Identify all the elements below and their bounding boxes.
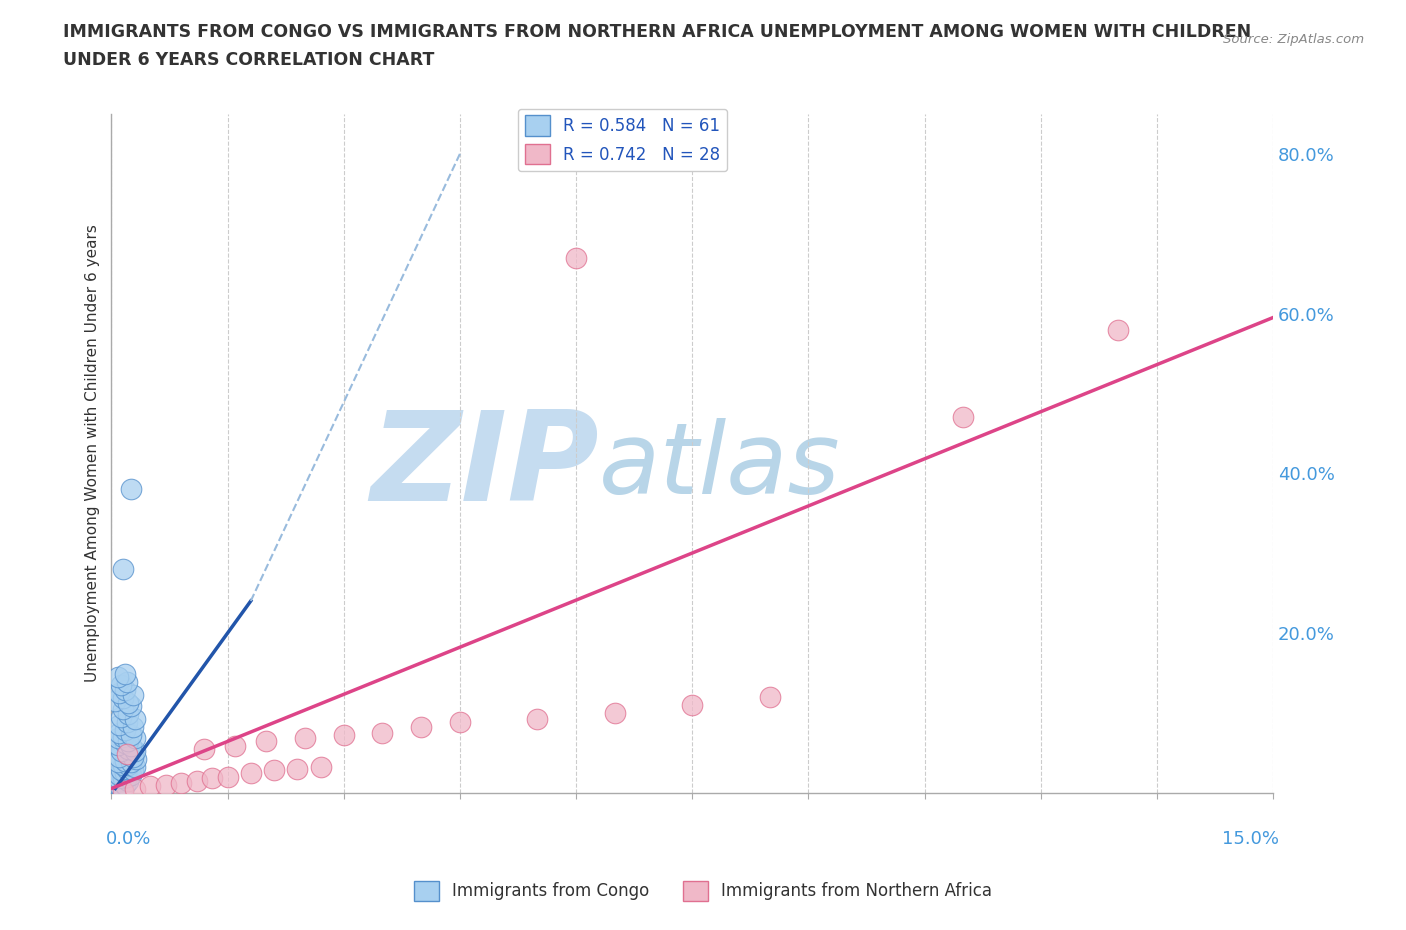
Point bbox=[110, 763, 132, 777]
Point bbox=[285, 761, 308, 776]
Point bbox=[120, 755, 142, 770]
Point bbox=[115, 761, 138, 776]
Point bbox=[120, 698, 142, 713]
Point bbox=[139, 778, 162, 793]
Point bbox=[371, 725, 394, 740]
Point bbox=[758, 689, 780, 704]
Text: ZIP: ZIP bbox=[371, 406, 599, 527]
Text: Source: ZipAtlas.com: Source: ZipAtlas.com bbox=[1223, 33, 1364, 46]
Point bbox=[411, 720, 433, 735]
Y-axis label: Unemployment Among Women with Children Under 6 years: Unemployment Among Women with Children U… bbox=[86, 224, 100, 683]
Point bbox=[254, 733, 277, 748]
Point bbox=[114, 777, 136, 792]
Point bbox=[107, 771, 129, 786]
Point bbox=[193, 741, 215, 756]
Text: UNDER 6 YEARS CORRELATION CHART: UNDER 6 YEARS CORRELATION CHART bbox=[63, 51, 434, 69]
Point bbox=[108, 783, 131, 798]
Point bbox=[115, 747, 138, 762]
Point bbox=[124, 731, 146, 746]
Point bbox=[122, 720, 145, 735]
Text: 15.0%: 15.0% bbox=[1222, 830, 1279, 848]
Point bbox=[117, 696, 139, 711]
Point bbox=[112, 783, 135, 798]
Point bbox=[112, 779, 135, 794]
Point bbox=[124, 744, 146, 759]
Point bbox=[112, 691, 135, 706]
Point bbox=[294, 731, 316, 746]
Point bbox=[104, 781, 127, 796]
Point bbox=[122, 687, 145, 702]
Point bbox=[309, 760, 332, 775]
Point bbox=[108, 750, 131, 764]
Point bbox=[115, 715, 138, 730]
Point bbox=[117, 733, 139, 748]
Point bbox=[120, 738, 142, 753]
Point bbox=[526, 711, 548, 726]
Point bbox=[104, 776, 127, 790]
Point bbox=[120, 767, 142, 782]
Point bbox=[112, 729, 135, 744]
Point bbox=[1107, 322, 1129, 337]
Point bbox=[107, 731, 129, 746]
Point bbox=[565, 250, 588, 265]
Point bbox=[114, 765, 136, 780]
Point bbox=[263, 763, 285, 777]
Point bbox=[952, 410, 974, 425]
Point bbox=[120, 727, 142, 742]
Point bbox=[110, 677, 132, 692]
Point bbox=[114, 736, 136, 751]
Point bbox=[108, 717, 131, 732]
Point bbox=[114, 723, 136, 737]
Point bbox=[239, 765, 262, 780]
Point bbox=[108, 685, 131, 700]
Point bbox=[110, 710, 132, 724]
Point bbox=[104, 693, 127, 708]
Point bbox=[110, 744, 132, 759]
Point bbox=[124, 760, 146, 775]
Point bbox=[108, 777, 131, 792]
Point bbox=[107, 670, 129, 684]
Point bbox=[107, 737, 129, 752]
Point bbox=[112, 757, 135, 772]
Point bbox=[603, 705, 626, 720]
Point bbox=[124, 781, 146, 796]
Text: IMMIGRANTS FROM CONGO VS IMMIGRANTS FROM NORTHERN AFRICA UNEMPLOYMENT AMONG WOME: IMMIGRANTS FROM CONGO VS IMMIGRANTS FROM… bbox=[63, 23, 1251, 41]
Point bbox=[120, 482, 142, 497]
Point bbox=[122, 750, 145, 764]
Point bbox=[112, 771, 135, 786]
Point bbox=[107, 778, 129, 793]
Point bbox=[108, 725, 131, 740]
Point bbox=[115, 675, 138, 690]
Point bbox=[117, 757, 139, 772]
Point bbox=[108, 767, 131, 782]
Point bbox=[110, 783, 132, 798]
Point bbox=[107, 755, 129, 770]
Legend: Immigrants from Congo, Immigrants from Northern Africa: Immigrants from Congo, Immigrants from N… bbox=[408, 874, 998, 908]
Point bbox=[124, 711, 146, 726]
Point bbox=[112, 701, 135, 716]
Point bbox=[115, 747, 138, 762]
Text: atlas: atlas bbox=[599, 418, 841, 515]
Legend: R = 0.584   N = 61, R = 0.742   N = 28: R = 0.584 N = 61, R = 0.742 N = 28 bbox=[519, 109, 727, 171]
Point bbox=[117, 741, 139, 756]
Point bbox=[122, 763, 145, 777]
Point bbox=[449, 715, 471, 730]
Point bbox=[332, 727, 354, 742]
Point bbox=[201, 771, 224, 786]
Point bbox=[170, 776, 193, 790]
Point bbox=[114, 683, 136, 698]
Point bbox=[125, 751, 148, 766]
Point bbox=[114, 753, 136, 768]
Point bbox=[112, 562, 135, 577]
Point bbox=[117, 773, 139, 788]
Point bbox=[115, 769, 138, 784]
Point bbox=[217, 769, 239, 784]
Point bbox=[155, 777, 177, 792]
Point bbox=[117, 707, 139, 722]
Point bbox=[224, 738, 246, 753]
Point bbox=[681, 698, 703, 712]
Text: 0.0%: 0.0% bbox=[105, 830, 150, 848]
Point bbox=[186, 773, 208, 788]
Point bbox=[114, 667, 136, 682]
